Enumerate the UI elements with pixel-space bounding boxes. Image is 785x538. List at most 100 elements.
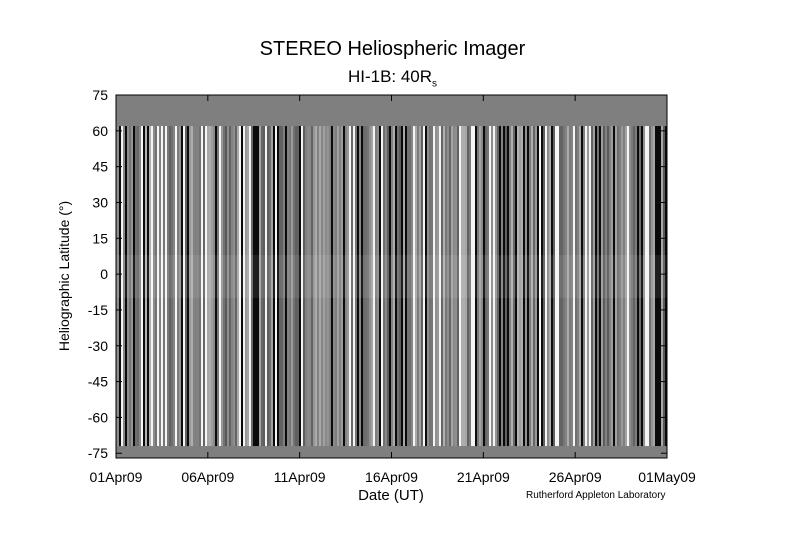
data-stripe xyxy=(119,126,121,447)
data-stripe xyxy=(311,126,313,447)
data-stripe xyxy=(645,126,647,447)
data-stripe xyxy=(509,126,511,447)
data-stripe xyxy=(293,126,295,447)
data-stripe xyxy=(583,126,585,447)
data-stripe xyxy=(383,126,385,447)
data-stripe xyxy=(445,126,447,447)
y-tick-label: -60 xyxy=(88,409,108,425)
data-stripe xyxy=(211,126,213,447)
data-stripe xyxy=(575,126,577,447)
data-stripe xyxy=(139,126,141,447)
plot-frame xyxy=(115,94,668,459)
data-stripe xyxy=(661,126,663,447)
data-stripe xyxy=(607,126,609,447)
data-stripe xyxy=(197,126,199,447)
data-stripe xyxy=(317,126,319,447)
data-stripe xyxy=(275,126,277,447)
chart-subtitle: HI-1B: 40Rs xyxy=(0,67,785,89)
data-stripe xyxy=(559,126,561,447)
equatorial-band xyxy=(116,255,667,298)
y-tick-label: -75 xyxy=(88,445,108,461)
data-stripe xyxy=(439,126,441,447)
data-stripe xyxy=(219,126,221,447)
data-stripe xyxy=(529,126,531,447)
data-stripe xyxy=(475,126,477,447)
data-stripe xyxy=(469,126,471,447)
data-stripe xyxy=(431,126,433,447)
data-stripe xyxy=(117,126,119,447)
data-stripe xyxy=(623,126,625,447)
data-stripe xyxy=(373,126,375,447)
data-stripes xyxy=(116,126,667,447)
data-stripe xyxy=(129,126,131,447)
data-stripe xyxy=(417,126,419,447)
data-stripe xyxy=(189,126,191,447)
data-stripe xyxy=(351,126,353,447)
data-stripe xyxy=(145,126,147,447)
y-tick-label: 60 xyxy=(92,123,108,139)
x-axis: 01Apr09 06Apr09 11Apr09 16Apr09 21Apr09 26Apr… xyxy=(90,95,696,485)
data-stripe xyxy=(247,126,249,447)
data-stripe xyxy=(581,126,583,447)
data-stripe xyxy=(527,126,529,447)
data-stripe xyxy=(501,126,503,447)
data-stripe xyxy=(441,126,443,447)
data-stripe xyxy=(179,126,181,447)
data-stripe xyxy=(619,126,621,447)
data-stripe xyxy=(183,126,185,447)
data-stripe xyxy=(455,126,457,447)
data-stripe xyxy=(209,126,211,447)
data-stripe xyxy=(629,126,631,447)
data-stripe xyxy=(127,126,129,447)
data-stripe xyxy=(415,126,417,447)
data-stripe xyxy=(253,126,255,447)
data-stripe xyxy=(355,126,357,447)
data-stripe xyxy=(205,126,207,447)
data-stripe xyxy=(379,126,381,447)
data-stripe xyxy=(485,126,487,447)
x-tick-label: 21Apr09 xyxy=(457,469,510,485)
data-stripe xyxy=(419,126,421,447)
data-stripe xyxy=(561,126,563,447)
data-stripe xyxy=(463,126,465,447)
data-stripe xyxy=(223,126,225,447)
data-stripe xyxy=(513,126,515,447)
data-stripe xyxy=(545,126,547,447)
data-stripe xyxy=(467,126,469,447)
data-stripe xyxy=(299,126,301,447)
data-stripe xyxy=(323,126,325,447)
data-stripe xyxy=(565,126,567,447)
data-stripe xyxy=(167,126,169,447)
data-stripe xyxy=(193,126,195,447)
credit-label: Rutherford Appleton Laboratory xyxy=(526,490,666,501)
data-stripe xyxy=(389,126,391,447)
data-stripe xyxy=(335,126,337,447)
y-tick-label: -15 xyxy=(88,302,108,318)
data-stripe xyxy=(221,126,223,447)
data-stripe xyxy=(393,126,395,447)
data-stripe xyxy=(343,126,345,447)
data-stripe xyxy=(241,126,243,447)
x-tick-label: 01Apr09 xyxy=(90,469,143,485)
data-stripe xyxy=(227,126,229,447)
data-stripe xyxy=(481,126,483,447)
data-stripe xyxy=(597,126,599,447)
data-stripe xyxy=(413,126,415,447)
data-stripe xyxy=(465,126,467,447)
data-stripe xyxy=(357,126,359,447)
data-stripe xyxy=(153,126,155,447)
data-stripe xyxy=(523,126,525,447)
y-axis: 75 60 45 30 15 0 -15 -30 -45 -60 -75 xyxy=(88,87,667,461)
data-stripe xyxy=(557,126,559,447)
data-stripe xyxy=(309,126,311,447)
data-stripe xyxy=(621,126,623,447)
data-stripe xyxy=(387,126,389,447)
data-stripe xyxy=(657,126,659,447)
data-stripe xyxy=(143,126,145,447)
data-stripe xyxy=(345,126,347,447)
data-stripe xyxy=(447,126,449,447)
data-stripe xyxy=(251,126,253,447)
data-stripe xyxy=(231,126,233,447)
data-stripe xyxy=(235,126,237,447)
